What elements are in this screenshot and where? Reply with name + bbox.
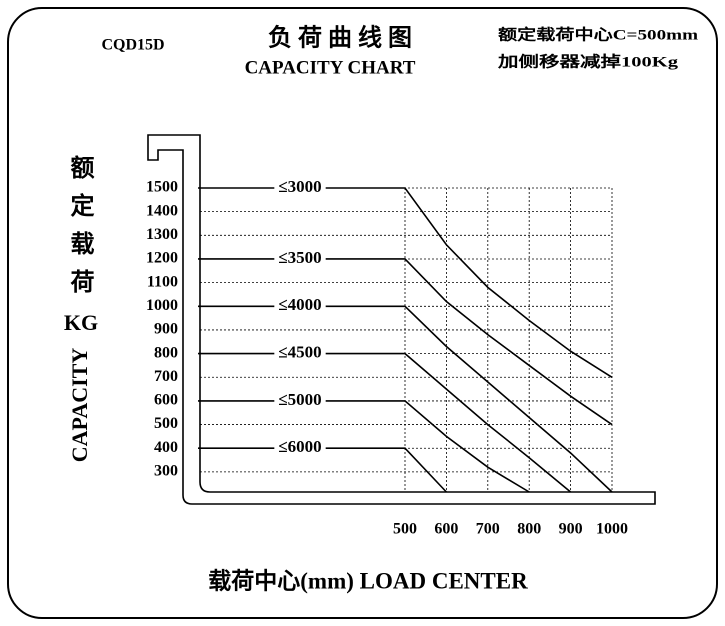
- y-tick-label: 1300: [146, 226, 178, 243]
- model: CQD15D: [101, 37, 164, 54]
- y-tick-label: 700: [154, 368, 178, 385]
- series-label: ≤5000: [278, 390, 321, 409]
- capacity-line: [198, 352, 572, 493]
- y-tick-label: 400: [154, 439, 178, 456]
- y-tick-label: 800: [154, 344, 178, 361]
- series-label: ≤4000: [278, 295, 321, 314]
- y-tick-label: 500: [154, 415, 178, 432]
- y-label-cn: 额定载荷: [66, 155, 95, 307]
- y-tick-label: 1500: [146, 179, 178, 196]
- label-bg: [274, 389, 326, 409]
- y-tick-label: 1100: [147, 273, 178, 290]
- x-label: 载荷中心(mm) LOAD CENTER: [208, 568, 528, 593]
- x-tick-label: 1000: [596, 521, 628, 538]
- capacity-line: [198, 258, 613, 426]
- y-label: CAPACITY: [67, 348, 92, 463]
- frame: [7, 7, 718, 619]
- x-tick-label: 900: [559, 521, 583, 538]
- capacity-line: [198, 187, 613, 378]
- x-tick-label: 800: [517, 521, 541, 538]
- label-bg: [274, 176, 326, 196]
- label-bg: [274, 342, 326, 362]
- label-bg: [274, 295, 326, 315]
- y-tick-label: 1200: [146, 250, 178, 267]
- x-tick-label: 500: [393, 521, 417, 538]
- series-label: ≤3500: [278, 248, 321, 267]
- y-tick-label: 1000: [146, 297, 178, 314]
- y-tick-label: 900: [154, 321, 178, 338]
- capacity-line: [198, 400, 530, 493]
- y-unit: KG: [64, 310, 98, 335]
- x-tick-label: 600: [434, 521, 458, 538]
- series-label: ≤6000: [278, 437, 321, 456]
- note: 加侧移器减掉100Kg: [497, 52, 679, 70]
- y-tick-label: 300: [154, 463, 178, 480]
- title: 负 荷 曲 线 图: [268, 25, 412, 52]
- series-label: ≤4500: [278, 343, 321, 362]
- subtitle: CAPACITY CHART: [245, 57, 416, 78]
- x-tick-label: 700: [476, 521, 500, 538]
- series-label: ≤3000: [278, 177, 321, 196]
- label-bg: [274, 437, 326, 457]
- y-tick-label: 1400: [146, 202, 178, 219]
- fork-outline: [147, 134, 656, 505]
- label-bg: [274, 247, 326, 267]
- y-tick-label: 600: [154, 392, 178, 409]
- capacity-line: [198, 305, 613, 493]
- capacity-line: [198, 447, 447, 493]
- note: 额定载荷中心C=500mm: [498, 25, 699, 43]
